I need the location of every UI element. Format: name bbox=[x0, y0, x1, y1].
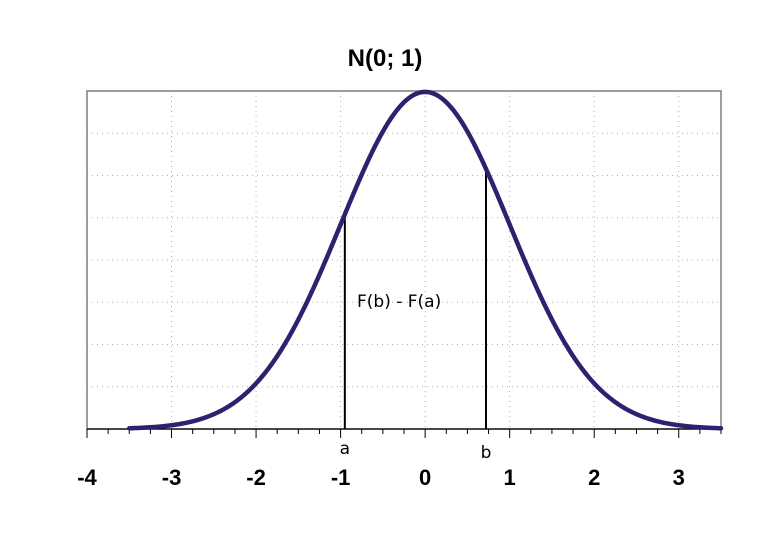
x-tick-label: 0 bbox=[419, 465, 431, 490]
marker-label-a: a bbox=[340, 439, 350, 459]
x-tick-label: -1 bbox=[331, 465, 351, 490]
gridlines bbox=[87, 91, 721, 429]
x-tick-label: -3 bbox=[162, 465, 182, 490]
chart-title: N(0; 1) bbox=[348, 45, 423, 72]
x-tick-label: 1 bbox=[504, 465, 516, 490]
x-tick-label: -2 bbox=[246, 465, 266, 490]
marker-label-b: b bbox=[481, 443, 492, 463]
x-tick-label: 3 bbox=[673, 465, 685, 490]
probability-annotation: F(b) - F(a) bbox=[357, 292, 441, 312]
x-tick-label: -4 bbox=[77, 465, 97, 490]
x-axis-ticks: -4 -3 -2 -1 0 1 2 3 bbox=[77, 465, 685, 490]
x-tick-label: 2 bbox=[588, 465, 600, 490]
x-axis-minor-ticks bbox=[86, 429, 722, 438]
normal-density-curve bbox=[127, 89, 724, 431]
